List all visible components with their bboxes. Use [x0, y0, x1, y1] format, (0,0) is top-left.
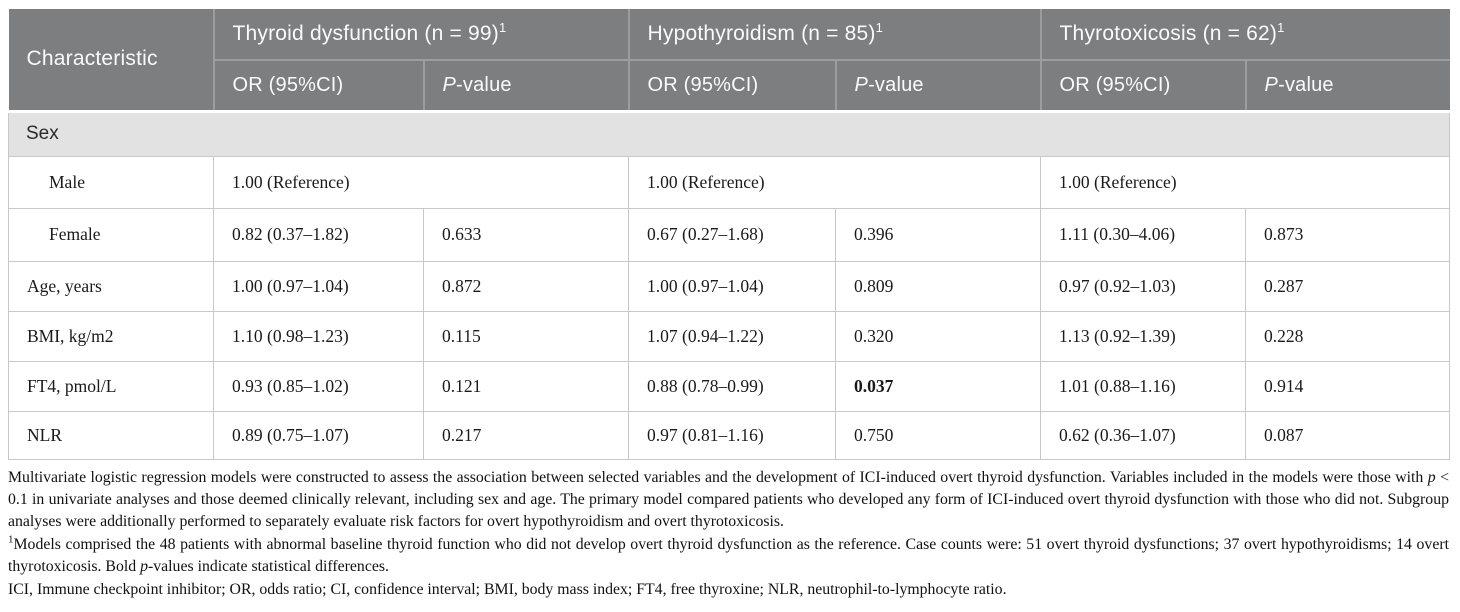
cell-pvalue: 0.217: [422, 410, 630, 460]
footnote-1-marker: 1: [8, 533, 14, 546]
footnote-1: 1Models comprised the 48 patients with a…: [8, 533, 1449, 576]
cell-pvalue: 0.873: [1245, 207, 1451, 262]
cell-pvalue: 0.115: [422, 310, 630, 362]
row-label: BMI, kg/m2: [8, 310, 214, 362]
footnote-marker: 1: [498, 20, 507, 35]
group-header-hypothyroidism: Hypothyroidism (n = 85)1: [627, 9, 1041, 60]
subheader-pvalue-1: P-value: [422, 59, 629, 111]
cell-or: 0.88 (0.78–0.99): [628, 360, 837, 412]
row-label: NLR: [8, 410, 214, 460]
cell-or: 0.62 (0.36–1.07): [1040, 410, 1247, 460]
table-body: Sex Male 1.00 (Reference) 1.00 (Referenc…: [7, 109, 1451, 460]
cell-or: 0.93 (0.85–1.02): [213, 360, 424, 412]
cell-pvalue: 0.750: [835, 410, 1042, 460]
regression-results-table: Characteristic Thyroid dysfunction (n = …: [7, 9, 1451, 460]
cell-or: 1.07 (0.94–1.22): [628, 310, 837, 362]
cell-pvalue: 0.087: [1245, 410, 1451, 460]
table-row-ft4: FT4, pmol/L 0.93 (0.85–1.02) 0.121 0.88 …: [8, 360, 1451, 412]
table-row-age: Age, years 1.00 (0.97–1.04) 0.872 1.00 (…: [8, 260, 1451, 312]
cell-reference-1: 1.00 (Reference): [212, 155, 630, 209]
section-label: Sex: [7, 109, 1451, 157]
footnote-abbreviations: ICI, Immune checkpoint inhibitor; OR, od…: [8, 580, 1007, 598]
row-label: Age, years: [8, 260, 214, 312]
section-row-sex: Sex: [7, 109, 1451, 157]
cell-pvalue: 0.121: [422, 360, 630, 412]
cell-pvalue: 0.396: [835, 207, 1042, 262]
cell-pvalue: 0.914: [1245, 360, 1451, 412]
group-header-thyrotoxicosis: Thyrotoxicosis (n = 62)1: [1039, 9, 1450, 60]
cell-or: 0.67 (0.27–1.68): [628, 207, 837, 262]
cell-reference-2: 1.00 (Reference): [628, 155, 1042, 209]
subheader-pvalue-2: P-value: [834, 59, 1041, 111]
cell-pvalue: 0.809: [835, 260, 1042, 312]
cell-pvalue-significant: 0.037: [835, 360, 1042, 412]
cell-pvalue: 0.320: [835, 310, 1042, 362]
table-row-bmi: BMI, kg/m2 1.10 (0.98–1.23) 0.115 1.07 (…: [8, 310, 1451, 362]
row-label: FT4, pmol/L: [8, 360, 214, 412]
table-footnotes: Multivariate logistic regression models …: [8, 467, 1452, 601]
cell-or: 0.97 (0.81–1.16): [628, 410, 837, 460]
cell-or: 1.13 (0.92–1.39): [1040, 310, 1247, 362]
table-row-nlr: NLR 0.89 (0.75–1.07) 0.217 0.97 (0.81–1.…: [8, 410, 1451, 460]
cell-pvalue: 0.228: [1245, 310, 1451, 362]
subheader-or-1: OR (95%CI): [212, 59, 424, 111]
subheader-or-3: OR (95%CI): [1039, 59, 1246, 111]
group-header-thyroid-dysfunction: Thyroid dysfunction (n = 99)1: [212, 9, 629, 60]
cell-or: 1.00 (0.97–1.04): [628, 260, 837, 312]
cell-pvalue: 0.633: [422, 207, 630, 262]
cell-pvalue: 0.872: [422, 260, 630, 312]
footnote-methods: Multivariate logistic regression models …: [8, 468, 1450, 531]
cell-or: 1.01 (0.88–1.16): [1040, 360, 1247, 412]
table-row-female: Female 0.82 (0.37–1.82) 0.633 0.67 (0.27…: [8, 207, 1451, 262]
cell-reference-3: 1.00 (Reference): [1040, 155, 1451, 209]
cell-or: 0.89 (0.75–1.07): [213, 410, 424, 460]
cell-or: 1.00 (0.97–1.04): [213, 260, 424, 312]
cell-or: 0.82 (0.37–1.82): [213, 207, 424, 262]
footnote-marker: 1: [875, 20, 884, 35]
row-label: Male: [8, 155, 214, 209]
cell-or: 1.10 (0.98–1.23): [213, 310, 424, 362]
subheader-or-2: OR (95%CI): [627, 59, 836, 111]
subheader-pvalue-3: P-value: [1244, 59, 1450, 111]
column-header-characteristic: Characteristic: [8, 9, 214, 111]
row-label: Female: [8, 207, 214, 262]
table-row-male: Male 1.00 (Reference) 1.00 (Reference) 1…: [8, 155, 1451, 209]
cell-or: 0.97 (0.92–1.03): [1040, 260, 1247, 312]
cell-or: 1.11 (0.30–4.06): [1040, 207, 1247, 262]
cell-pvalue: 0.287: [1245, 260, 1451, 312]
footnote-marker: 1: [1277, 20, 1285, 35]
table-header: Characteristic Thyroid dysfunction (n = …: [8, 9, 1450, 111]
